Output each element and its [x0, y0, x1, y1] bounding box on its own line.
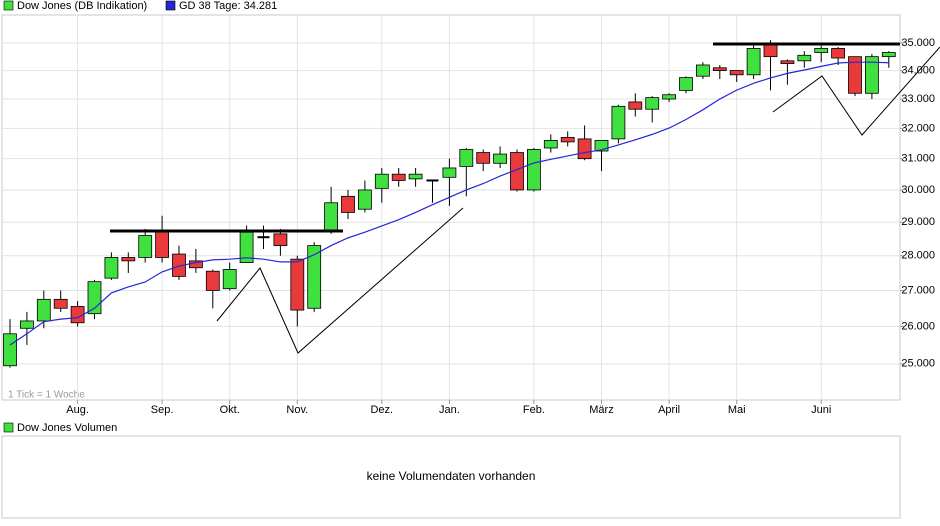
- candle-body: [155, 230, 170, 258]
- candle-body: [138, 235, 153, 258]
- candle-body: [543, 139, 558, 149]
- moving-average-line: [9, 61, 889, 346]
- candle-body: [510, 152, 524, 191]
- x-tick-label: Mai: [728, 404, 746, 416]
- candle-body: [865, 56, 879, 94]
- y-tick-label: 34.000: [901, 64, 935, 76]
- candle-body: [611, 105, 626, 140]
- candle-body: [19, 320, 34, 329]
- candle-body: [577, 138, 592, 160]
- x-tick-label: Juni: [811, 404, 831, 416]
- legend-swatch: [3, 422, 14, 433]
- y-tick-label: 25.000: [901, 358, 935, 370]
- candle-body: [53, 298, 68, 309]
- x-tick-label: März: [589, 404, 613, 416]
- tick-note: 1 Tick = 1 Woche: [8, 390, 85, 401]
- plot: 25.000 26.000 27.000 28.000 29.000 30.000 31.0…: [2, 15, 935, 416]
- candle-body: [290, 258, 305, 311]
- candle-body: [594, 139, 609, 152]
- candle-body: [121, 257, 136, 262]
- x-tick-label: April: [658, 404, 680, 416]
- candle-body: [814, 47, 829, 53]
- y-tick-label: 30.000: [901, 184, 935, 196]
- legend-label: Dow Jones (DB Indikation): [17, 0, 147, 12]
- candle-body: [645, 97, 660, 110]
- candle-body: [881, 52, 896, 58]
- y-tick-label: 31.000: [901, 153, 935, 165]
- candle-body: [3, 333, 17, 367]
- y-tick-label: 32.000: [901, 122, 935, 134]
- legend-swatch: [3, 0, 14, 11]
- candle-body: [696, 64, 710, 77]
- legend-label: Dow Jones Volumen: [17, 422, 117, 434]
- candle-body: [357, 189, 372, 210]
- candle-body: [493, 153, 508, 164]
- candle-body: [763, 43, 778, 58]
- candle-body: [307, 245, 322, 309]
- candle-body: [324, 202, 339, 231]
- candle-body: [459, 149, 474, 167]
- x-tick-label: Nov.: [286, 404, 308, 416]
- y-tick-label: 28.000: [901, 250, 935, 262]
- candle-body: [831, 47, 845, 59]
- volume-frame: [1, 435, 901, 519]
- x-tick-label: Aug.: [66, 404, 89, 416]
- trend-lines: [110, 42, 940, 354]
- y-tick-label: 29.000: [901, 216, 935, 228]
- y-tick-label: 27.000: [901, 284, 935, 296]
- x-tick-label: Jan.: [439, 404, 460, 416]
- volume-message: keine Volumendaten vorhanden: [367, 469, 536, 483]
- candle-body: [560, 136, 575, 143]
- x-tick-label: Feb.: [523, 404, 545, 416]
- zigzag-line: [216, 207, 464, 354]
- candle-body: [679, 77, 693, 91]
- legend-swatch: [165, 0, 176, 11]
- candle-body: [628, 101, 643, 110]
- candle-body: [527, 149, 541, 191]
- candle-body: [712, 67, 727, 71]
- candle-body: [729, 70, 744, 76]
- candle-body: [476, 152, 491, 164]
- candle-body: [442, 167, 457, 178]
- plot-frame: [1, 14, 901, 401]
- x-tick-label: Dez.: [370, 404, 393, 416]
- candle-body: [36, 298, 51, 322]
- candle-body: [104, 257, 119, 279]
- candle-body: [205, 270, 220, 291]
- candle-body: [391, 173, 406, 181]
- candle-body: [780, 60, 795, 64]
- y-tick-label: 26.000: [901, 320, 935, 332]
- y-tick-label: 35.000: [901, 37, 935, 49]
- candle-body: [746, 47, 761, 76]
- y-tick-label: 33.000: [901, 93, 935, 105]
- candle-body: [222, 269, 237, 290]
- zigzag-line: [772, 46, 940, 136]
- x-tick-label: Sep.: [151, 404, 174, 416]
- candle-body: [408, 173, 423, 180]
- legend-label: GD 38 Tage: 34.281: [179, 0, 277, 12]
- candle-body: [374, 173, 389, 189]
- candle-body: [797, 54, 812, 62]
- candle-body: [662, 94, 676, 100]
- x-tick-label: Okt.: [220, 404, 240, 416]
- candle-body: [848, 56, 862, 94]
- candle-body: [341, 195, 355, 213]
- candle-body: [273, 233, 288, 246]
